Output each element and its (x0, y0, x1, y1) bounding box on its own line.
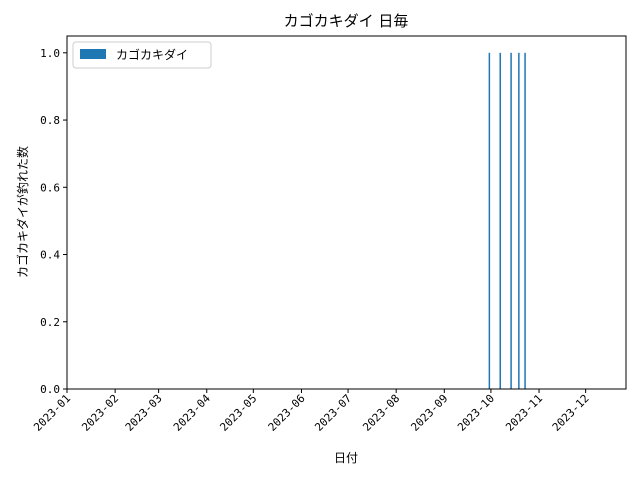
bar (518, 52, 520, 390)
x-tick-label: 2023-08 (360, 392, 402, 434)
x-tick-label: 2023-01 (31, 392, 73, 434)
bar (488, 52, 491, 390)
bar (499, 52, 501, 390)
y-tick-label: 1.0 (40, 47, 60, 60)
x-tick-label: 2023-07 (312, 392, 354, 434)
plot-frame (66, 35, 627, 390)
y-tick-label: 0.8 (40, 114, 60, 127)
legend: カゴカキダイ (72, 41, 212, 69)
legend-box (72, 41, 212, 69)
x-tick-label: 2023-02 (79, 392, 121, 434)
x-tick-label: 2023-03 (123, 392, 165, 434)
x-tick-label: 2023-12 (550, 392, 592, 434)
y-axis: 0.0 0.2 0.4 0.6 0.8 1.0 (40, 47, 67, 396)
x-tick-label: 2023-11 (503, 392, 545, 434)
y-axis-label: カゴカキダイが釣れた数 (15, 146, 30, 278)
bar (510, 52, 512, 390)
plot-area (67, 36, 626, 389)
y-tick-label: 0.2 (40, 316, 60, 329)
y-tick-label: 0.4 (40, 249, 60, 262)
bar (524, 52, 526, 390)
legend-label: カゴカキダイ (116, 47, 188, 62)
x-axis-label: 日付 (334, 451, 358, 465)
x-tick-label: 2023-10 (455, 392, 497, 434)
chart-title: カゴカキダイ 日毎 (284, 12, 409, 30)
x-axis: 2023-01 2023-02 2023-03 2023-04 2023-05 2023-… (31, 389, 592, 434)
y-tick-label: 0.6 (40, 181, 60, 194)
legend-swatch (80, 49, 106, 59)
x-tick-label: 2023-06 (266, 392, 308, 434)
x-tick-label: 2023-05 (217, 392, 259, 434)
x-tick-label: 2023-09 (408, 392, 450, 434)
bars-group (488, 52, 526, 390)
x-tick-label: 2023-04 (171, 392, 213, 434)
y-tick-label: 0.0 (40, 383, 60, 396)
